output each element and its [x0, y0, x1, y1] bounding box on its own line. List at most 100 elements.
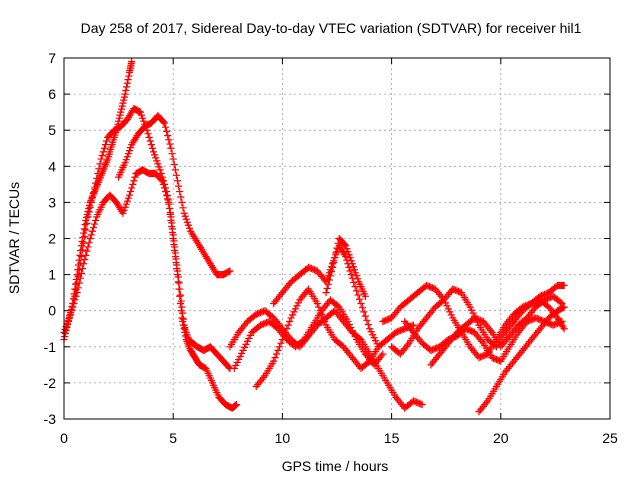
data-point: [321, 317, 329, 326]
data-point: [369, 331, 377, 339]
data-point: [115, 117, 123, 125]
data-point: [139, 114, 147, 122]
data-point: [82, 226, 90, 234]
data-point: [331, 254, 339, 262]
data-point: [149, 148, 158, 156]
data-point: [135, 107, 143, 116]
x-tick-label: 0: [60, 430, 68, 446]
data-point: [287, 314, 295, 322]
data-point: [86, 234, 94, 243]
data-point: [94, 169, 102, 178]
data-point: [177, 193, 185, 201]
data-point: [348, 260, 356, 268]
data-point: [93, 174, 101, 182]
data-point: [171, 243, 179, 251]
data-point: [75, 266, 83, 274]
data-point: [120, 206, 128, 214]
data-point: [163, 187, 171, 196]
data-point: [71, 292, 79, 300]
data-point: [122, 86, 130, 95]
data-point: [281, 328, 289, 336]
data-point: [183, 218, 191, 226]
data-point: [319, 314, 327, 322]
data-point: [164, 196, 172, 204]
data-point: [175, 279, 183, 287]
y-tick-label: 0: [48, 303, 56, 319]
data-point: [121, 90, 129, 98]
x-tick-label: 20: [493, 430, 509, 446]
data-point: [179, 315, 187, 323]
data-point: [163, 127, 171, 136]
data-point: [171, 249, 179, 257]
data-point: [180, 209, 188, 217]
data-point: [152, 154, 160, 162]
data-point: [446, 308, 454, 316]
data-point: [99, 148, 107, 156]
data-point: [73, 289, 81, 297]
data-point: [341, 240, 349, 249]
data-point: [242, 340, 250, 348]
data-point: [333, 244, 341, 252]
data-point: [364, 320, 372, 329]
data-point: [82, 251, 90, 259]
data-point: [147, 141, 155, 149]
data-point: [409, 321, 418, 329]
x-tick-label: 5: [169, 430, 177, 446]
data-point: [140, 117, 148, 125]
data-point: [125, 191, 134, 199]
data-point: [315, 303, 323, 311]
data-point: [366, 325, 374, 333]
data-point: [181, 212, 189, 220]
x-tick-label: 25: [602, 430, 618, 446]
data-point: [77, 269, 86, 277]
data-point: [137, 111, 146, 119]
data-point: [74, 272, 82, 281]
data-point: [327, 267, 336, 276]
data-point: [443, 302, 451, 310]
data-point: [92, 179, 100, 187]
data-point: [165, 200, 173, 208]
data-point: [233, 358, 241, 367]
data-point: [232, 400, 241, 409]
data-point: [69, 303, 77, 311]
y-tick-label: 7: [48, 50, 56, 66]
data-point: [121, 203, 129, 211]
data-point: [236, 352, 244, 361]
data-point: [232, 361, 240, 370]
data-point: [77, 252, 86, 261]
data-point: [326, 272, 335, 280]
data-point: [176, 292, 184, 300]
data-point: [159, 118, 167, 126]
data-point: [322, 289, 330, 297]
data-point: [81, 233, 89, 241]
data-point: [559, 304, 567, 312]
data-point: [125, 147, 134, 155]
data-point: [345, 263, 353, 271]
data-point: [119, 209, 127, 217]
data-point: [85, 239, 93, 247]
y-tick-label: 6: [48, 86, 56, 102]
series-pass-3: [71, 104, 234, 373]
data-point: [447, 311, 455, 319]
data-point: [128, 58, 136, 66]
data-point: [64, 316, 72, 324]
data-point: [177, 297, 185, 305]
data-point: [81, 255, 89, 264]
data-point: [313, 299, 321, 308]
data-point: [179, 309, 187, 317]
x-tick-label: 15: [384, 430, 400, 446]
chart-title: Day 258 of 2017, Sidereal Day-to-day VTE…: [81, 20, 582, 36]
data-point: [371, 337, 380, 345]
data-point: [168, 225, 177, 233]
data-point: [351, 283, 359, 291]
data-point: [330, 258, 338, 267]
data-point: [120, 96, 128, 104]
y-tick-label: -2: [44, 375, 57, 391]
data-point: [379, 350, 387, 358]
y-tick-label: 4: [48, 158, 56, 174]
data-point: [87, 198, 95, 206]
y-tick-label: -3: [44, 411, 57, 427]
data-point: [173, 177, 182, 185]
data-point: [145, 133, 153, 142]
data-point: [123, 79, 131, 87]
